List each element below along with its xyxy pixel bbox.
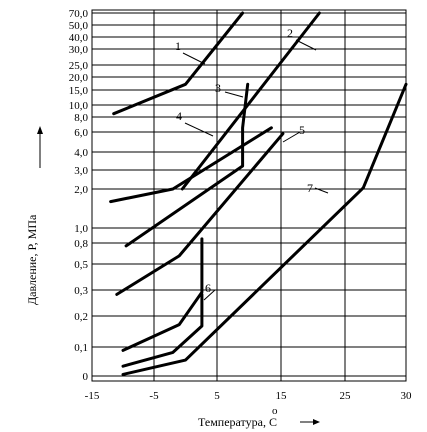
y-axis-arrow-head <box>37 126 43 134</box>
x-tick-label: 15 <box>276 390 288 402</box>
y-tick-label: 20,0 <box>69 72 89 84</box>
x-tick-label: 5 <box>214 390 220 402</box>
curve-label-6: 6 <box>205 281 211 295</box>
y-tick-label: 8,0 <box>74 112 88 124</box>
curve-labels: 1 2 3 4 5 6 7 <box>175 26 329 301</box>
x-tick-label: -15 <box>85 390 100 402</box>
x-tick-label: 30 <box>401 390 413 402</box>
curve-label-leader <box>314 187 329 194</box>
y-tick-label: 2,0 <box>74 184 88 196</box>
curve-label-leader <box>295 39 317 51</box>
curve-label-leader <box>184 122 214 137</box>
curve-label-5: 5 <box>299 123 305 137</box>
y-tick-label: 0 <box>83 371 89 383</box>
curve-label-leader <box>224 91 244 98</box>
y-tick-label: 0,2 <box>74 311 88 323</box>
curve-label-7: 7 <box>307 181 313 195</box>
y-tick-label: 70,0 <box>69 8 89 20</box>
y-tick-labels: 70,050,040,030,0 25,020,015,0 10,08,0 6,0 4,… <box>69 8 89 383</box>
y-tick-label: 6,0 <box>74 127 88 139</box>
plot-area <box>91 9 407 382</box>
curve-2 <box>180 11 321 191</box>
curve-5 <box>115 132 285 296</box>
y-tick-label: 0,5 <box>74 259 88 271</box>
horizontal-gridlines <box>92 12 406 377</box>
y-tick-label: 3,0 <box>74 165 88 177</box>
y-tick-label: 25,0 <box>69 60 89 72</box>
x-tick-label: 25 <box>340 390 352 402</box>
curve-label-leader <box>182 52 206 65</box>
y-tick-label: 4,0 <box>74 147 88 159</box>
x-tick-labels: -15 -5 5 15 25 30 <box>85 390 412 402</box>
curve-label-1: 1 <box>175 39 181 53</box>
curve-1 <box>112 11 245 116</box>
x-axis-title: Температура, С <box>198 415 277 429</box>
curve-label-leader <box>282 131 301 143</box>
y-tick-label: 30,0 <box>69 44 89 56</box>
y-tick-label: 1,0 <box>74 223 88 235</box>
x-axis-arrow-head <box>313 419 320 425</box>
curve-label-leader <box>203 289 216 301</box>
y-tick-label: 40,0 <box>69 32 89 44</box>
curve-6 <box>121 237 204 352</box>
y-tick-label: 50,0 <box>69 20 89 32</box>
y-tick-label: 0,3 <box>74 285 88 297</box>
curve-4 <box>109 126 273 204</box>
y-tick-label: 15,0 <box>69 85 89 97</box>
y-tick-label: 0,8 <box>74 238 88 250</box>
x-tick-label: -5 <box>149 390 159 402</box>
y-tick-label: 0,1 <box>74 342 88 354</box>
x-axis-degree-mark: о <box>272 405 278 417</box>
curve-unlabeled <box>121 82 408 376</box>
vertical-gridlines <box>153 10 346 381</box>
curve-label-3: 3 <box>215 81 221 95</box>
curve-3 <box>124 82 250 248</box>
y-tick-label: 10,0 <box>69 100 89 112</box>
curves <box>109 11 408 376</box>
y-axis-title: Давление, Р, МПа <box>25 214 39 305</box>
curve-label-4: 4 <box>176 109 182 123</box>
curve-7 <box>121 292 204 368</box>
curve-label-2: 2 <box>287 26 293 40</box>
